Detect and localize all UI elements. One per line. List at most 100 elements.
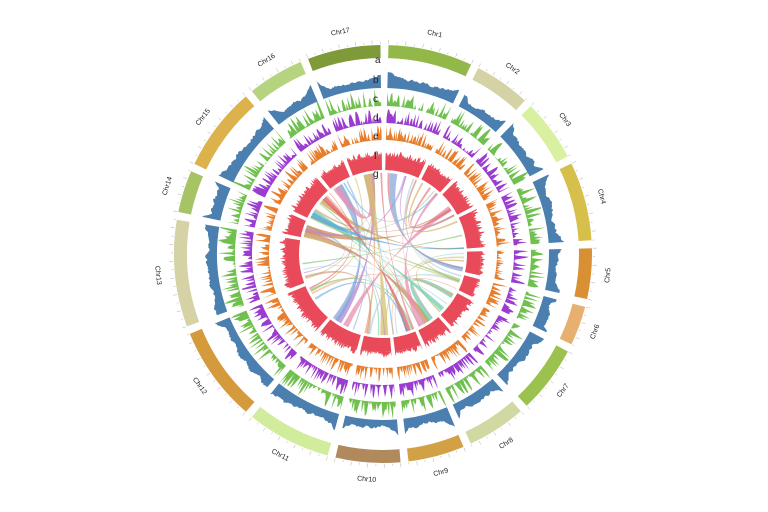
tick-mark	[525, 98, 528, 100]
tick-mark	[575, 337, 580, 340]
tick-mark	[512, 87, 515, 90]
chromosome-band-chr12	[189, 328, 255, 412]
tick-mark	[172, 294, 177, 296]
density-band-chr15	[294, 180, 328, 218]
tick-mark	[572, 344, 575, 346]
tick-mark	[564, 145, 568, 149]
tick-mark	[500, 427, 503, 430]
tick-mark	[514, 417, 517, 420]
chromosome-label-chr2: Chr2	[504, 62, 521, 76]
tick-mark	[181, 318, 184, 320]
histogram-chr11	[295, 356, 349, 395]
tick-mark	[589, 212, 594, 214]
tick-mark	[224, 393, 227, 396]
synteny-link	[303, 265, 448, 305]
synteny-link	[302, 234, 463, 265]
tick-mark	[204, 139, 207, 142]
chromosome-band-chr15	[194, 96, 255, 170]
histogram-chr3	[452, 180, 474, 209]
histogram-chr5	[545, 249, 562, 293]
histogram-chr7	[484, 323, 524, 372]
chromosome-band-chr7	[517, 345, 568, 406]
tick-mark	[568, 351, 573, 355]
tick-mark	[554, 130, 558, 134]
chromosome-label-chr11: Chr11	[270, 448, 290, 463]
tick-mark	[203, 365, 206, 367]
histogram-chr14	[242, 200, 263, 228]
tick-mark	[248, 87, 252, 91]
tick-mark	[485, 69, 488, 72]
synteny-links	[302, 172, 465, 336]
tick-mark	[572, 161, 576, 164]
histogram-chr4	[516, 187, 546, 245]
histogram-chr16	[320, 158, 345, 178]
tick-mark	[197, 146, 202, 149]
histogram-chr17	[346, 151, 382, 163]
histogram-chr4	[501, 191, 528, 246]
density-band-chr2	[421, 166, 450, 193]
track-label-g: g	[373, 169, 379, 180]
histogram-chr11	[319, 330, 358, 354]
tick-mark	[492, 71, 496, 76]
chromosome-label-chr9: Chr9	[433, 467, 450, 478]
histogram-chr15	[251, 146, 298, 198]
histogram-chr8	[445, 365, 491, 404]
tick-mark	[262, 427, 266, 432]
tick-mark	[276, 68, 279, 73]
histogram-chr4	[532, 174, 565, 244]
synteny-link	[309, 192, 353, 290]
density-band-chr1	[385, 156, 425, 178]
histogram-chr3	[463, 163, 494, 201]
tick-mark	[277, 436, 281, 441]
tick-mark	[290, 60, 293, 65]
synteny-link	[314, 282, 409, 332]
tick-mark	[549, 124, 551, 126]
histogram-chr16	[306, 139, 339, 166]
tick-mark	[533, 400, 536, 402]
tick-mark	[194, 350, 197, 352]
histogram-chr8	[452, 378, 504, 419]
histogram-chr12	[264, 297, 309, 348]
tick-mark	[195, 154, 198, 156]
histogram-chr4	[471, 209, 487, 248]
histogram-chr10	[360, 349, 392, 358]
track-labels: a b c d e f g	[373, 55, 381, 180]
histogram-chr7	[461, 307, 490, 345]
histogram-chr6	[516, 291, 543, 321]
chromosome-label-chr3: Chr3	[557, 112, 572, 128]
track-label-f: f	[374, 151, 377, 162]
synteny-link	[310, 212, 464, 250]
chromosome-label-chr5: Chr5	[604, 267, 612, 283]
tick-mark	[519, 91, 523, 95]
density-band-chr10	[360, 335, 392, 352]
tick-mark	[583, 314, 586, 316]
chromosome-band-chr1	[388, 45, 472, 77]
histogram-chr13	[237, 230, 261, 304]
synteny-link	[389, 173, 464, 272]
chromosome-label-chr14: Chr14	[162, 176, 174, 196]
tick-mark	[286, 440, 288, 443]
tick-mark	[217, 117, 222, 121]
histogram-chr10	[352, 381, 395, 400]
chromosome-label-chr16: Chr16	[257, 53, 277, 69]
histogram-chr5	[494, 250, 506, 281]
chromosome-label-chr7: Chr7	[556, 383, 571, 399]
histogram-chr17	[324, 88, 382, 116]
tick-mark	[229, 104, 233, 108]
tick-mark	[507, 422, 511, 427]
tick-mark	[183, 177, 188, 179]
chromosome-label-chr15: Chr15	[195, 108, 212, 127]
chromosome-label-chr4: Chr4	[596, 188, 607, 205]
histogram-chr1	[387, 71, 460, 104]
tick-mark	[182, 326, 187, 329]
tick-mark	[586, 306, 591, 309]
chromosome-band-chr10	[335, 444, 401, 463]
tick-mark	[318, 454, 320, 457]
tick-mark	[256, 422, 259, 425]
tick-mark	[173, 210, 178, 212]
histogram-chr2	[434, 141, 468, 171]
tick-mark	[256, 83, 258, 86]
histogram-chr7	[497, 331, 545, 386]
tick-mark	[531, 102, 535, 106]
